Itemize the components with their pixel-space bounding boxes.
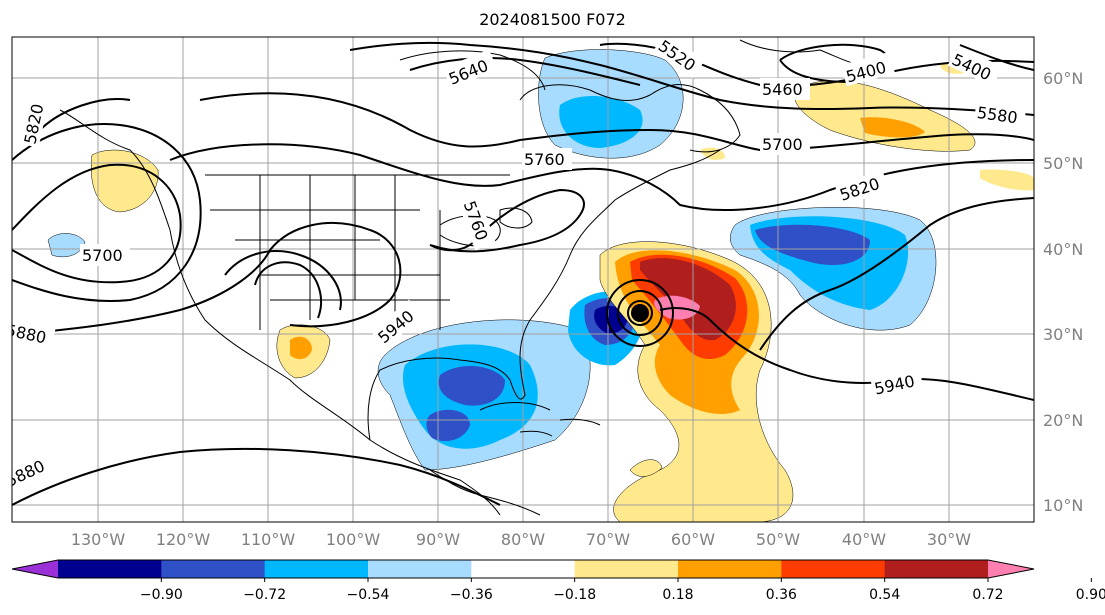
colorbar-tick-label: 0.72 (972, 587, 1003, 603)
contour-label: 5460 (762, 80, 803, 99)
colorbar-segment (781, 560, 886, 578)
graticule (12, 37, 1034, 522)
lon-label: 100°W (326, 530, 381, 549)
colorbar-tick-label: −0.18 (553, 587, 596, 603)
lon-label: 80°W (501, 530, 545, 549)
colorbar-tick-label: 0.54 (869, 587, 900, 603)
colorbar-segment (471, 560, 576, 578)
lon-label: 40°W (842, 530, 886, 549)
colorbar-segment (368, 560, 472, 578)
lon-label: 110°W (241, 530, 296, 549)
colorbar-tick-label: −0.90 (140, 587, 183, 603)
contour-label: 5700 (82, 246, 123, 265)
lon-label: 70°W (586, 530, 630, 549)
lon-label: 60°W (671, 530, 715, 549)
lon-label: 90°W (416, 530, 460, 549)
storm-rings (606, 279, 674, 347)
lat-label: 60°N (1043, 69, 1083, 88)
lat-label: 10°N (1043, 496, 1083, 515)
colorbar: −0.90 −0.72 −0.54 −0.36 −0.18 0.18 0.36 0.54 0.7… (11, 559, 1105, 603)
lon-label: 30°W (927, 530, 971, 549)
colorbar-extend-min (12, 560, 58, 578)
anomaly-shading (47, 49, 1034, 522)
longitude-labels: 130°W 120°W 110°W 100°W 90°W 80°W 70°W 6… (71, 530, 971, 549)
lat-label: 20°N (1043, 411, 1083, 430)
colorbar-segment (264, 560, 369, 578)
colorbar-tick-label: −0.72 (243, 587, 286, 603)
colorbar-segment (574, 560, 679, 578)
map-title: 2024081500 F072 (479, 10, 626, 29)
lon-label: 120°W (156, 530, 211, 549)
contour-label: 5760 (524, 150, 565, 169)
colorbar-tick-label: 0.36 (766, 587, 797, 603)
colorbar-tick-label: 0.18 (662, 587, 693, 603)
colorbar-extend-max (988, 560, 1034, 578)
colorbar-segment (161, 560, 266, 578)
colorbar-outline (11, 559, 1035, 579)
latitude-labels: 60°N 50°N 40°N 30°N 20°N 10°N (1043, 69, 1083, 515)
storm-center-marker (631, 304, 649, 322)
lon-label: 130°W (71, 530, 126, 549)
lat-label: 40°N (1043, 240, 1083, 259)
lat-label: 50°N (1043, 154, 1083, 173)
height-contours (12, 41, 1034, 506)
colorbar-tick-label: 0.90 (1076, 587, 1105, 603)
colorbar-tick-label: −0.36 (450, 587, 493, 603)
colorbar-segment (678, 560, 782, 578)
lon-label: 50°W (756, 530, 800, 549)
contour-label: 5700 (762, 135, 803, 154)
map-frame (11, 36, 1035, 523)
lat-label: 30°N (1043, 325, 1083, 344)
colorbar-segment (884, 560, 989, 578)
colorbar-segment (58, 560, 162, 578)
colorbar-tick-label: −0.54 (347, 587, 390, 603)
